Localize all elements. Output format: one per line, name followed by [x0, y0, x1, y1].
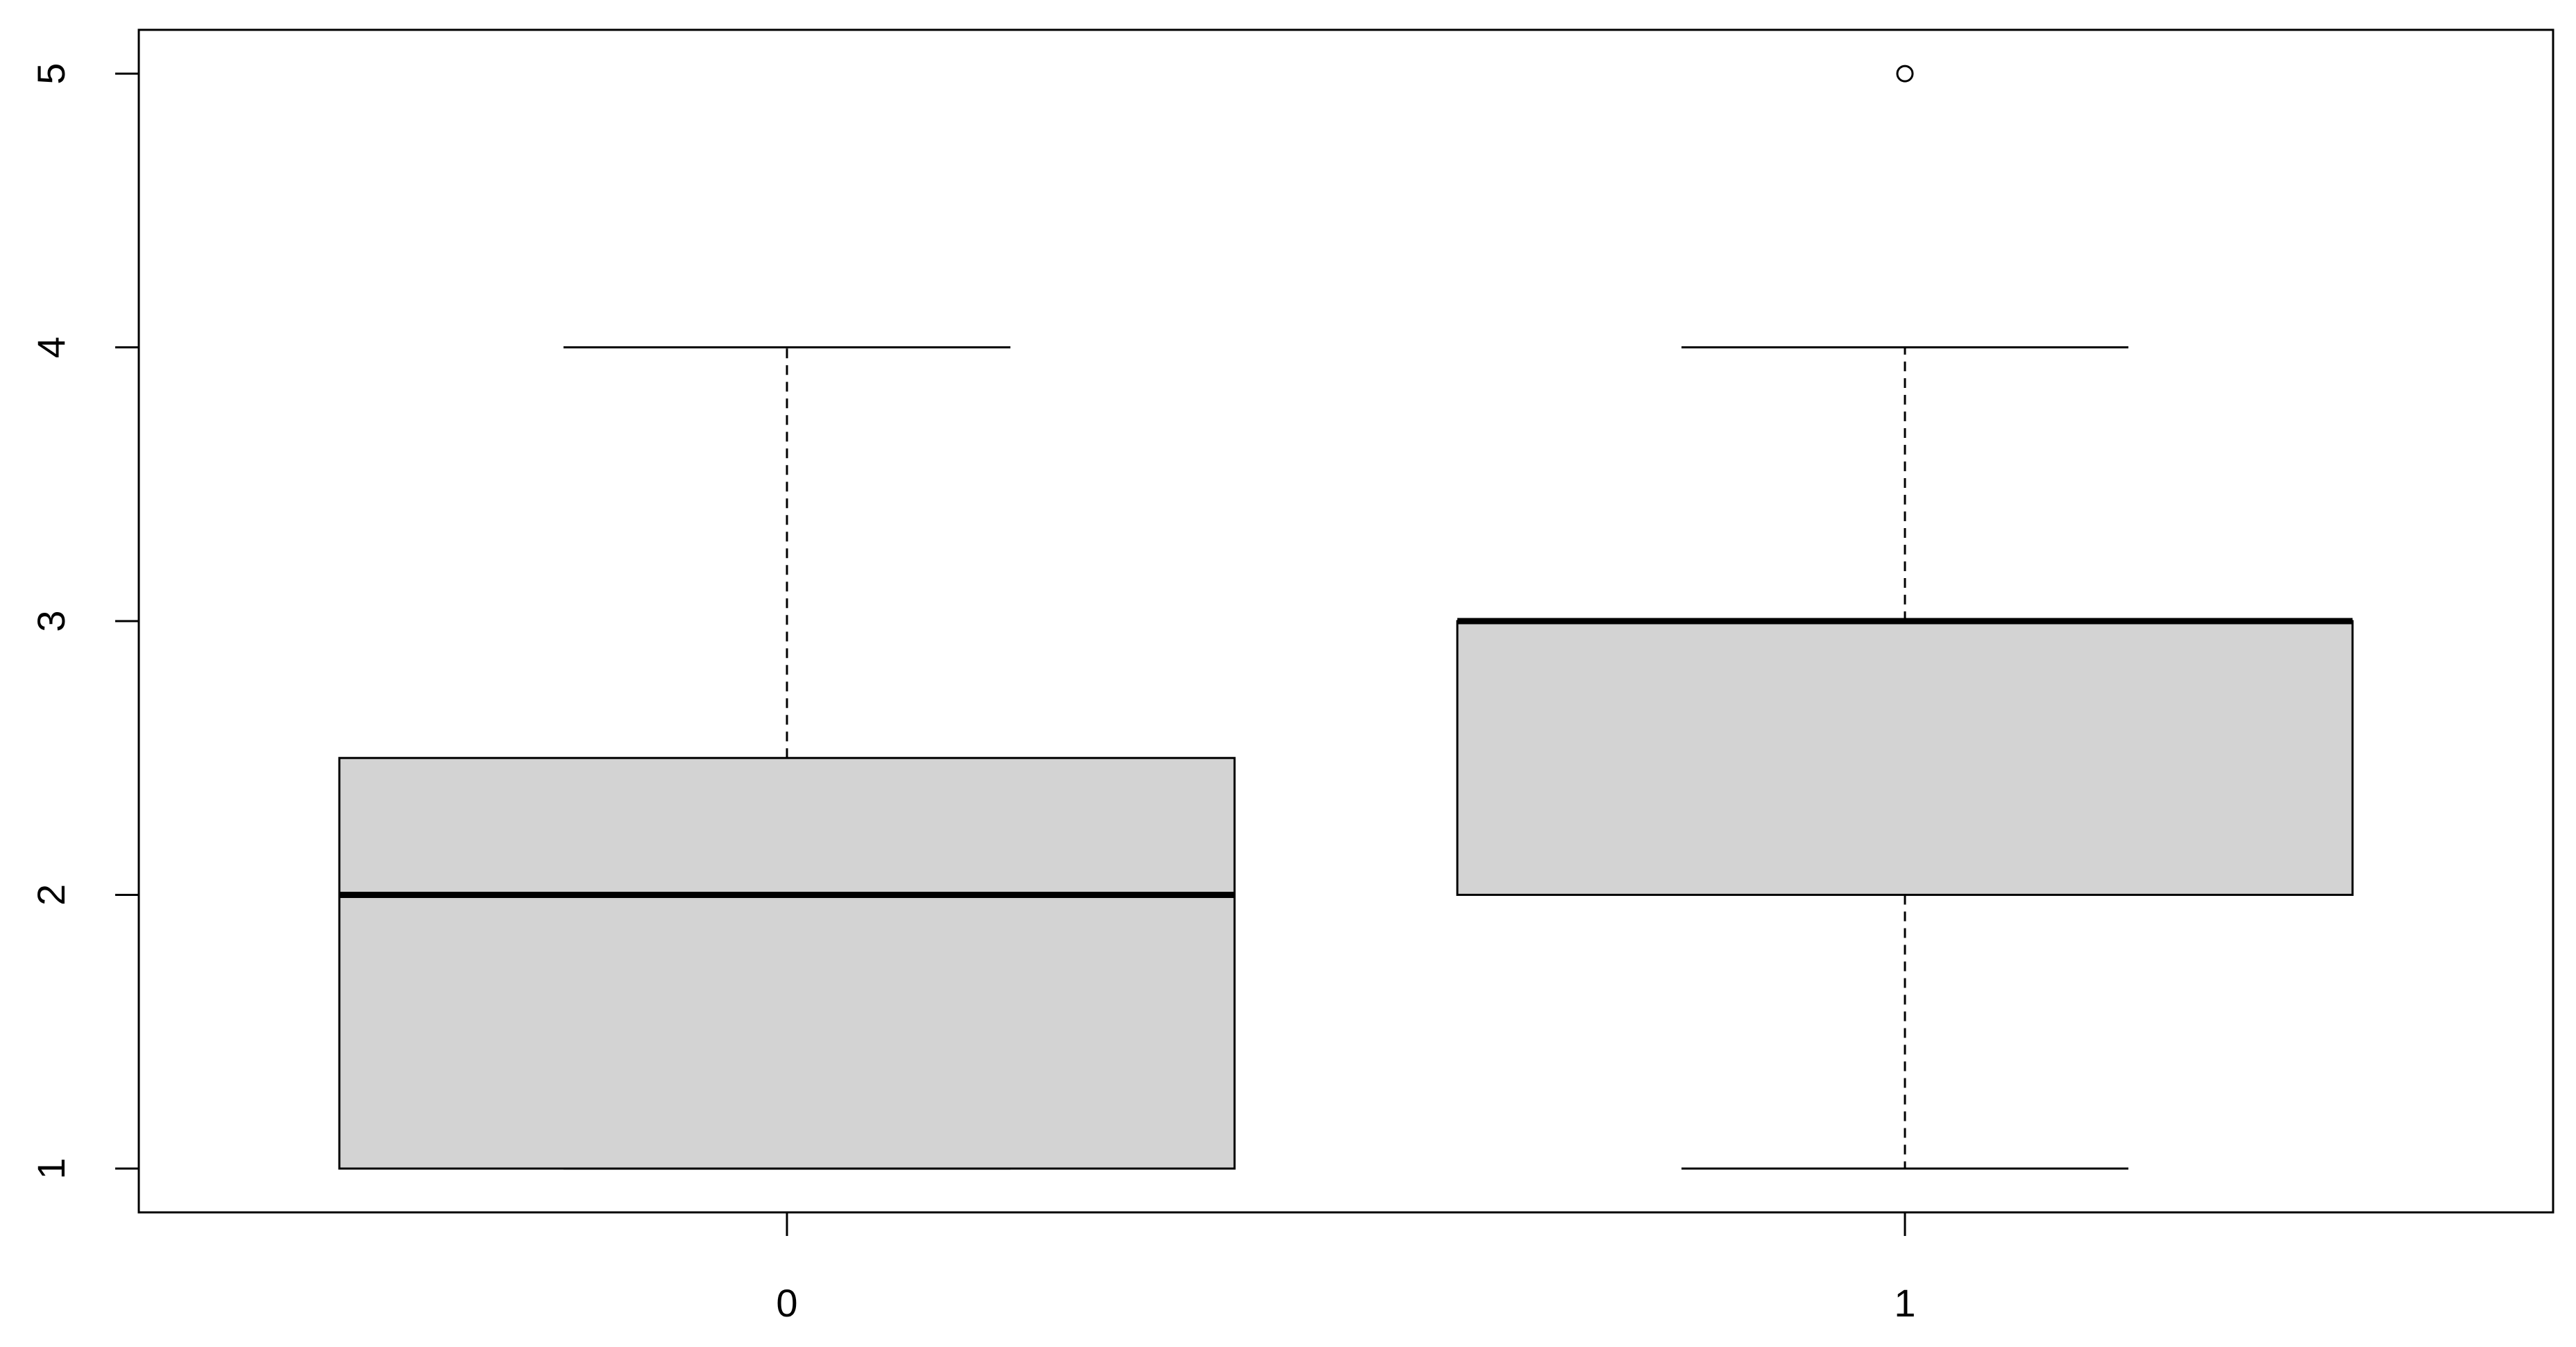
y-tick-label: 1	[29, 1158, 73, 1179]
y-tick-label: 3	[29, 610, 73, 632]
box	[338, 756, 1236, 1170]
y-tick-label: 5	[29, 63, 73, 85]
x-tick-label: 0	[776, 1281, 797, 1325]
y-tick-label: 2	[29, 884, 73, 906]
x-tick-label: 1	[1894, 1281, 1915, 1325]
box	[1456, 620, 2354, 896]
y-tick-label: 4	[29, 337, 73, 358]
outlier	[1896, 65, 1914, 83]
